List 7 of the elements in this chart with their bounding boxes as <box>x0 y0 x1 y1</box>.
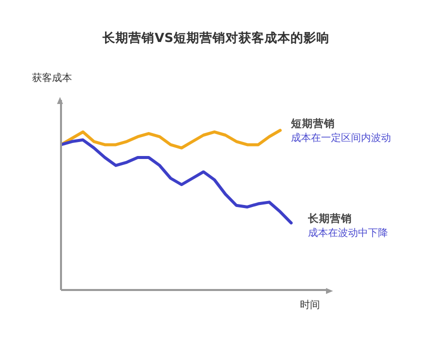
text: 成本在波动中下降 <box>308 226 388 240</box>
series-label: 长期营销 <box>308 212 353 226</box>
annotation: 成本在一定区间内波动 <box>291 132 391 145</box>
series-label: 短期营销 <box>291 117 336 131</box>
chart-title: 长期营销VS短期营销对获客成本的影响 <box>102 30 330 47</box>
y-axis-title: 获客成本 <box>32 72 72 85</box>
x-axis-title: 时间 <box>300 298 320 312</box>
